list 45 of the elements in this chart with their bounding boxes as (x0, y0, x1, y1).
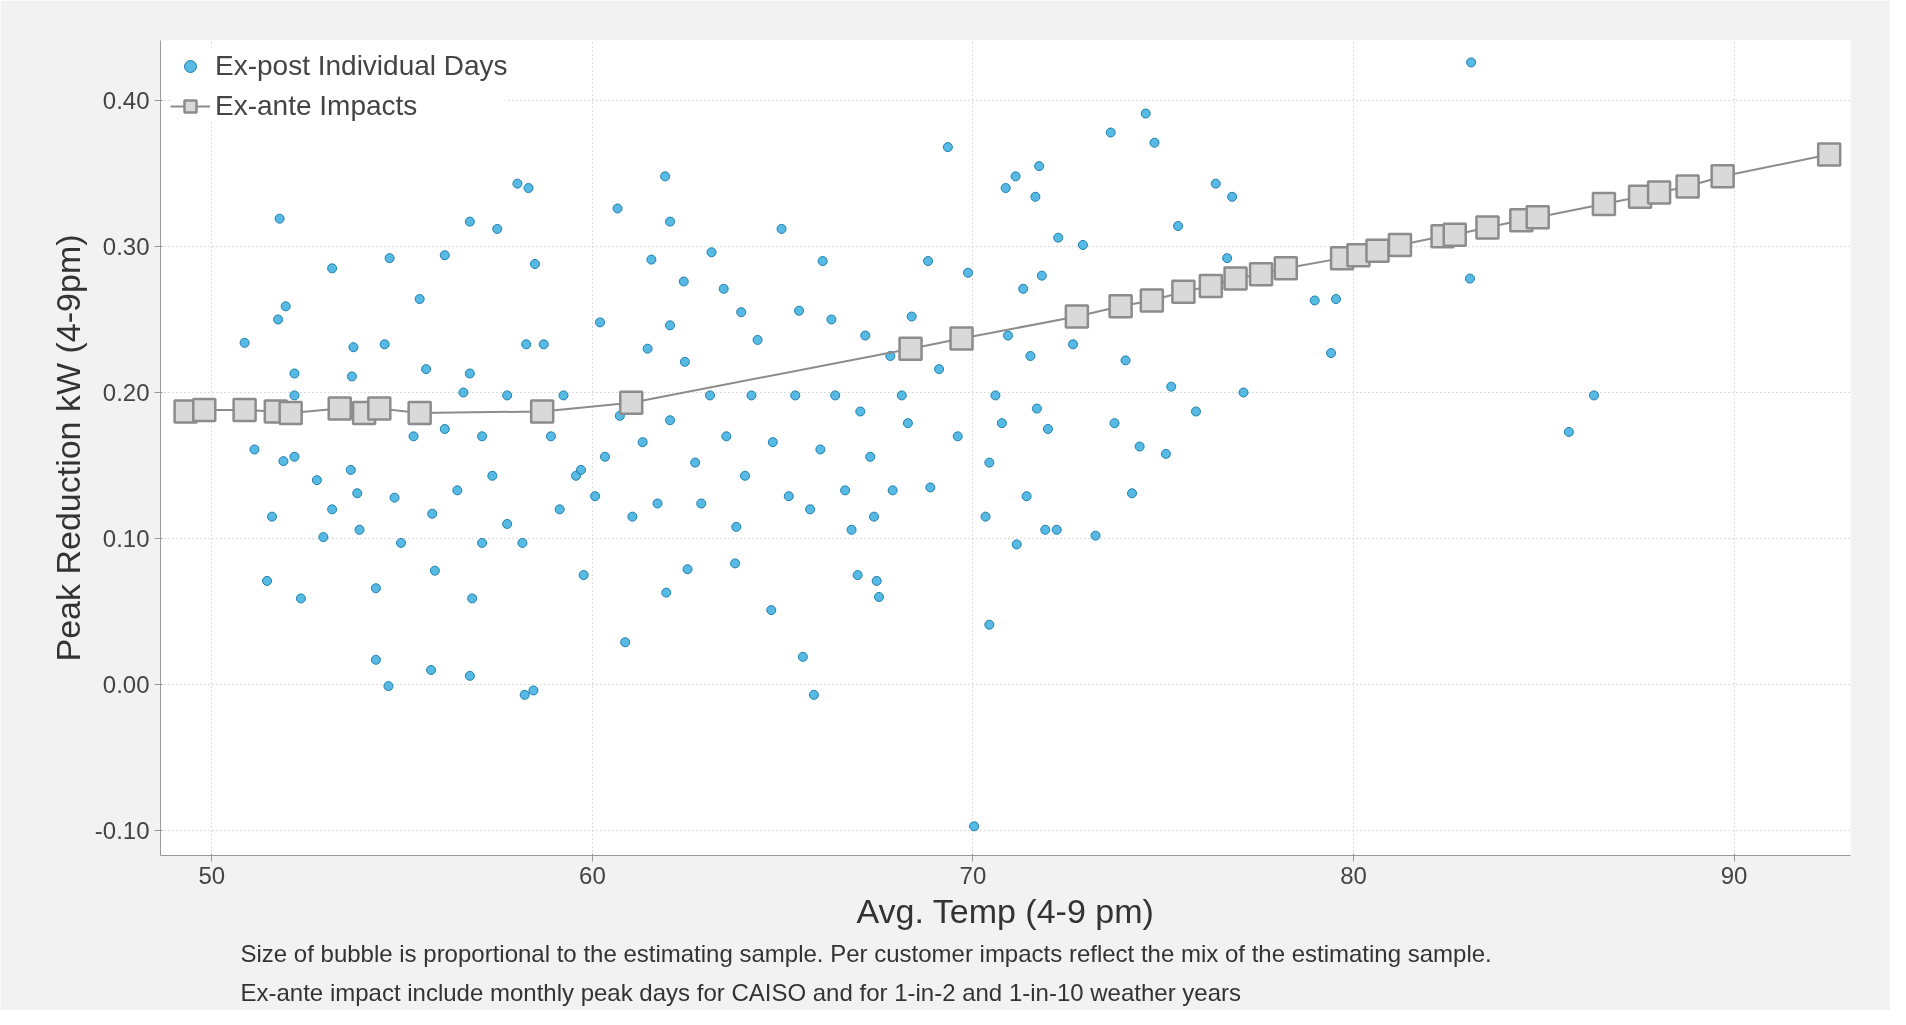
point (1198, 273, 1224, 299)
point (232, 397, 257, 423)
point (1387, 232, 1413, 258)
text: Size of bubble is proportional to the estimating sample. Per customer impacts reflect the mix of the estimating sample. (240, 939, 1492, 967)
legend-label: Ex-ante Impacts (215, 90, 418, 122)
point (1475, 215, 1500, 240)
point (367, 396, 392, 421)
legend-label: Ex-post Individual Days (215, 50, 508, 82)
y-tick-label: 0.30 (102, 232, 150, 260)
point (278, 400, 303, 426)
x-tick-label: 90 (1720, 861, 1748, 889)
point (1108, 294, 1133, 319)
point (1365, 238, 1390, 264)
point (1442, 222, 1467, 248)
y-tick-label: 0.20 (102, 379, 150, 406)
point (1273, 256, 1299, 281)
point (1675, 174, 1700, 199)
y-tick-label: 0.40 (102, 86, 150, 114)
point (949, 326, 974, 351)
y-tick-label: -0.10 (94, 817, 150, 845)
point (327, 396, 352, 421)
point (898, 336, 923, 361)
x-tick-label: 70 (959, 861, 987, 889)
point (1139, 288, 1165, 313)
point (1171, 279, 1196, 304)
point (529, 399, 555, 424)
point (1064, 304, 1090, 329)
x-tick-label: 80 (1340, 861, 1367, 889)
y-tick-label: 0.10 (102, 525, 150, 553)
point (1525, 204, 1550, 230)
point (1248, 261, 1274, 287)
point (1710, 164, 1735, 189)
x-axis-title: Avg. Temp (4-9 pm) (856, 891, 1154, 930)
y-tick-label: 0.00 (102, 671, 150, 699)
point (1591, 191, 1617, 217)
text: Ex-ante impact include monthly peak days for CAISO and for 1-in-2 and 1-in-10 weather years (240, 978, 1241, 1006)
point (1646, 180, 1672, 205)
y-axis-title: Peak Reduction kW (4-9pm) (48, 234, 87, 662)
point (618, 390, 644, 415)
point (1223, 266, 1248, 291)
point (192, 397, 217, 423)
x-tick-label: 60 (579, 861, 606, 889)
point (1816, 142, 1842, 167)
x-tick-label: 50 (198, 861, 226, 889)
point (407, 400, 432, 426)
